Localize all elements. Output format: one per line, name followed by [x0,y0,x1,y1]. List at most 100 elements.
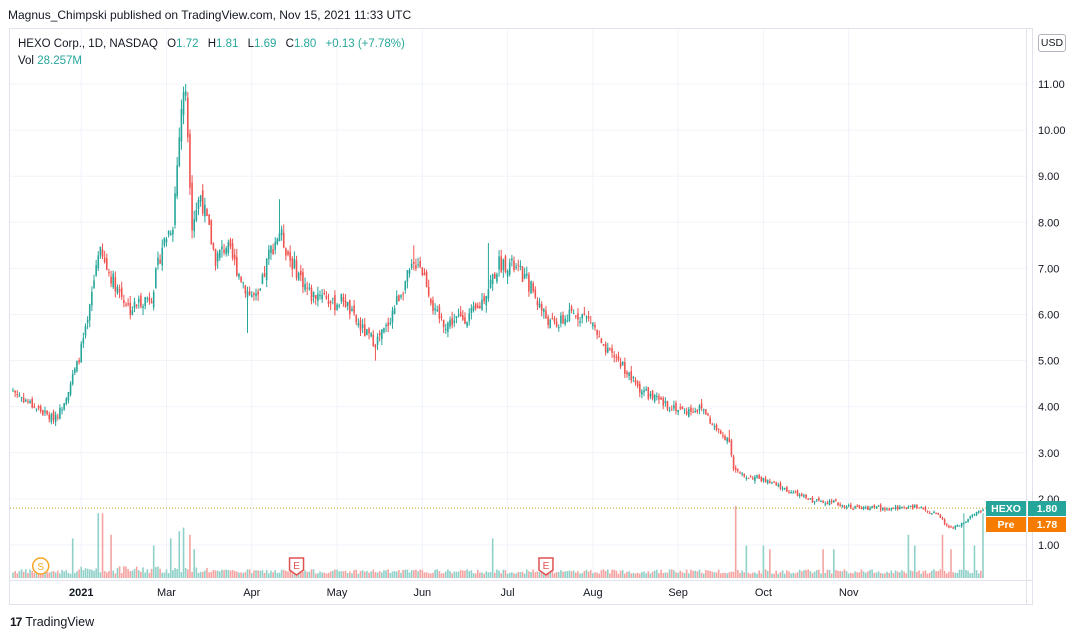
y-tick-label: 1.00 [1038,540,1059,552]
volume-bar [372,569,375,578]
volume-bar [508,572,511,578]
candle-body [259,288,262,291]
volume-bar [274,570,277,578]
y-tick-label: 4.00 [1038,402,1059,414]
volume-bar [732,571,735,578]
candle-body [378,332,381,336]
candle-body [882,508,884,510]
volume-bar [29,569,31,578]
event-marker-label: S [37,562,44,573]
legend-symbol[interactable]: HEXO Corp., 1D, NASDAQ [18,38,158,50]
candle-body [152,292,155,308]
volume-bar [553,573,556,578]
volume-bar [212,569,215,578]
volume-bar [127,569,129,578]
candle-body [790,491,792,494]
volume-bar [359,571,362,578]
candle-body [879,504,882,510]
volume-bar [896,571,899,578]
candle-body [355,315,358,323]
candle-body [276,238,279,245]
candle-body [116,287,119,293]
candle-body [468,313,471,322]
currency-button[interactable]: USD [1038,34,1066,52]
candle-body [600,338,603,344]
volume-bar [913,545,916,578]
volume-bar [16,573,19,578]
candle-body [474,303,477,309]
legend-ohlc-row: HEXO Corp., 1D, NASDAQ O1.72 H1.81 L1.69… [18,36,405,53]
candle-body [82,338,85,344]
volume-bar [860,569,863,578]
candle-body [777,484,780,487]
price-label-value: 1.80 [1037,503,1058,515]
candle-body [688,409,690,417]
candle-body [528,274,530,292]
volume-bar [363,571,366,578]
candle-body [351,308,353,312]
candle-body [830,500,833,503]
volume-bar [839,571,841,578]
volume-bar [540,569,543,578]
earnings-event-icon [288,557,305,576]
candle-body [696,410,699,412]
volume-bar [447,569,449,578]
candle-body [656,395,658,397]
candle-body [779,483,782,489]
candle-body [214,248,217,266]
volume-bar [958,569,961,578]
volume-bar [549,571,552,578]
volume-bar [905,573,908,578]
candle-body [24,399,27,402]
volume-bar [926,573,929,578]
candle-body [954,526,957,529]
candle-body [835,499,837,502]
candle-body [969,516,972,519]
candle-body [513,260,515,271]
candle-body [824,503,827,505]
volume-bar [218,571,221,578]
volume-bar [679,570,682,578]
candle-body [123,300,125,304]
volume-bar [280,569,283,578]
candle-body [46,410,48,415]
candle-body [278,233,281,242]
volume-bar [841,571,844,578]
volume-bar [285,570,287,578]
volume-bar [811,573,814,578]
candle-body [436,309,439,311]
volume-bar [436,569,439,578]
candle-body [852,508,854,510]
candle-body [756,475,758,478]
volume-bar [818,569,820,578]
volume-bar [97,513,100,578]
candle-body [751,478,754,480]
candle-body [818,498,820,501]
legend-volume-label[interactable]: Vol [18,55,34,67]
candle-body [547,316,549,325]
volume-bar [769,549,771,578]
volume-bar [355,569,358,578]
volume-bar [792,572,795,578]
volume-bar [737,569,739,578]
candle-body [792,492,795,494]
candle-body [596,329,598,336]
candle-body [37,406,40,409]
chart-pane[interactable] [9,28,1033,605]
candle-body [327,300,330,304]
volume-bar [464,570,466,578]
candle-body [74,368,76,374]
candle-body [118,289,121,292]
volume-bar [713,572,716,578]
candle-body [525,273,528,276]
candle-body [199,195,202,202]
candle-body [419,260,421,268]
volume-bar [852,573,854,578]
volume-bar [261,570,264,578]
volume-bar [743,572,746,578]
tradingview-brand[interactable]: 17 TradingView [10,615,94,629]
candle-body [225,248,227,254]
volume-bar [530,571,532,578]
candle-body [679,407,682,409]
